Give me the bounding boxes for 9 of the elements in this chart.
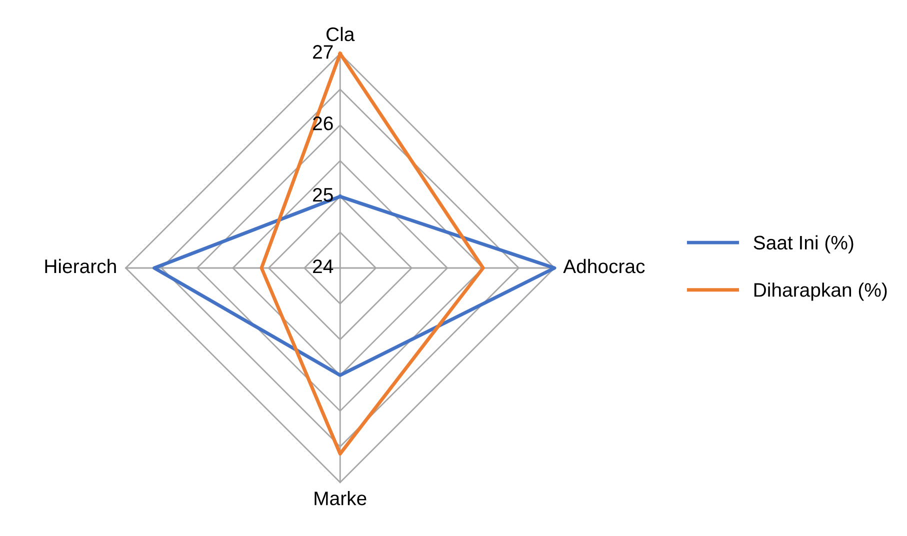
legend-label: Saat Ini (%) [754,235,854,254]
spoke-label: Cla [326,26,355,42]
spoke-label: Marke [314,490,366,506]
y-tick-label: 25 [313,188,333,202]
spoke-label: Adhocrac [563,258,645,274]
y-tick-label: 27 [313,45,333,59]
legend-label: Diharapkan (%) [754,282,887,301]
y-tick-label: 24 [313,259,334,274]
spoke-label: Hierarch [45,258,116,274]
